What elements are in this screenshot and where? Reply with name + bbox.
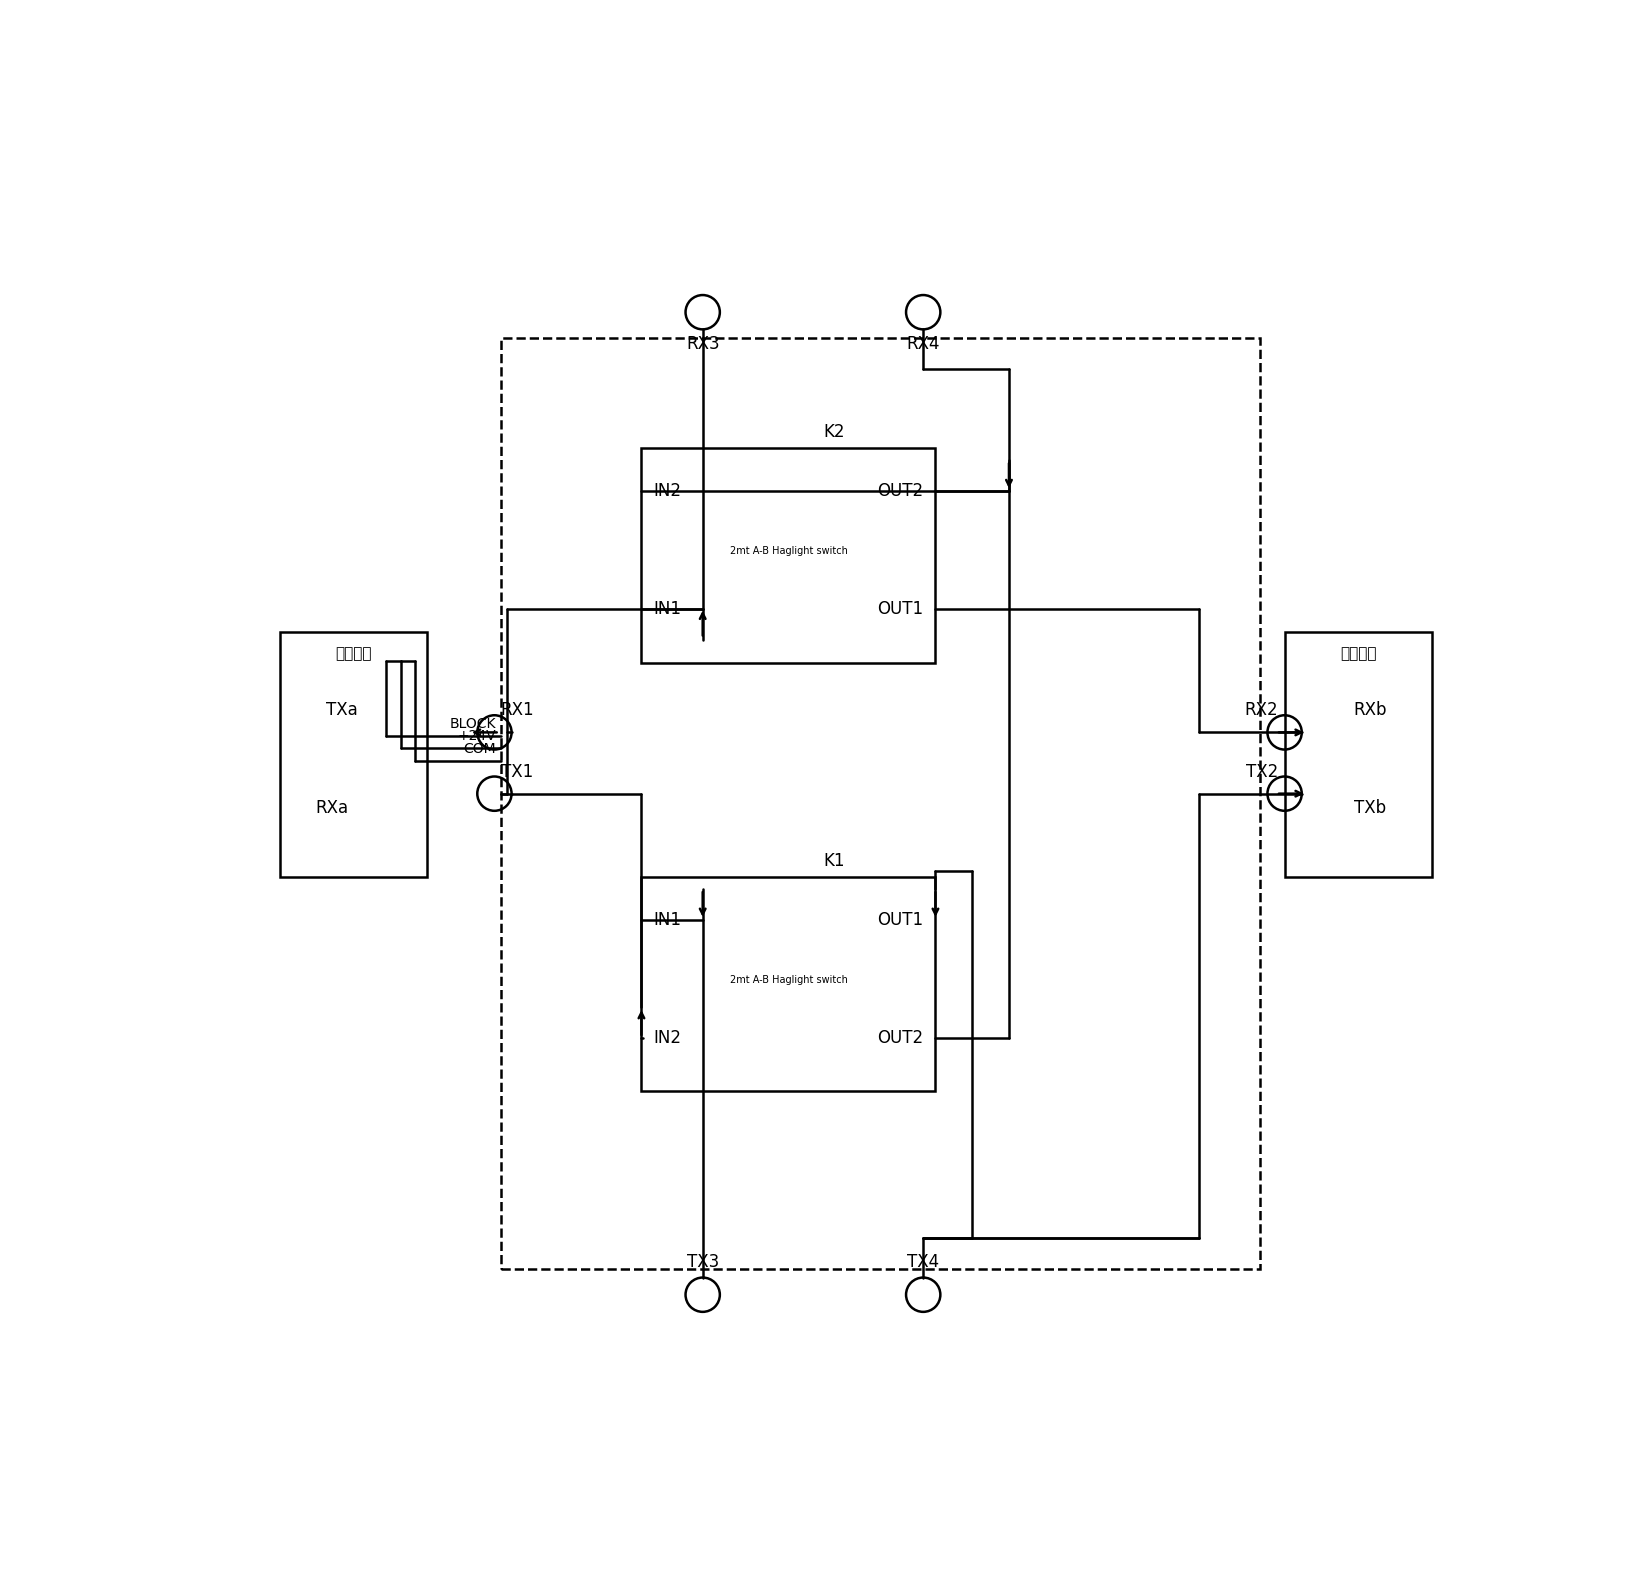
Bar [500,337,1261,1270]
Text: RX3: RX3 [686,336,719,353]
Text: COM: COM [463,741,495,756]
Text: OUT1: OUT1 [877,910,923,929]
Text: IN1: IN1 [653,910,681,929]
Text: TX2: TX2 [1246,762,1279,781]
Text: 本俧保护: 本俧保护 [336,646,372,662]
Text: TX3: TX3 [686,1254,719,1271]
Text: +24V: +24V [458,729,495,743]
Text: IN2: IN2 [653,482,681,500]
Bar [642,449,935,662]
Bar [642,877,935,1091]
Text: 2mt A-B Haglight switch: 2mt A-B Haglight switch [729,975,848,985]
Text: RXa: RXa [314,799,347,818]
Text: RX2: RX2 [1244,702,1279,719]
Text: RX4: RX4 [907,336,940,353]
Bar [1284,632,1432,877]
Text: RX1: RX1 [500,702,535,719]
Text: BLOCK: BLOCK [449,718,495,732]
Text: 2mt A-B Haglight switch: 2mt A-B Haglight switch [729,546,848,557]
Text: TXa: TXa [326,702,357,719]
Text: K1: K1 [823,851,846,870]
Bar [280,632,426,877]
Text: TX4: TX4 [907,1254,940,1271]
Text: IN1: IN1 [653,600,681,617]
Text: TXb: TXb [1353,799,1386,818]
Text: OUT1: OUT1 [877,600,923,617]
Text: IN2: IN2 [653,1029,681,1047]
Text: OUT2: OUT2 [877,482,923,500]
Text: K2: K2 [823,423,846,441]
Text: OUT2: OUT2 [877,1029,923,1047]
Text: RXb: RXb [1353,702,1386,719]
Text: 对俧保护: 对俧保护 [1340,646,1376,662]
Text: TX1: TX1 [500,762,533,781]
